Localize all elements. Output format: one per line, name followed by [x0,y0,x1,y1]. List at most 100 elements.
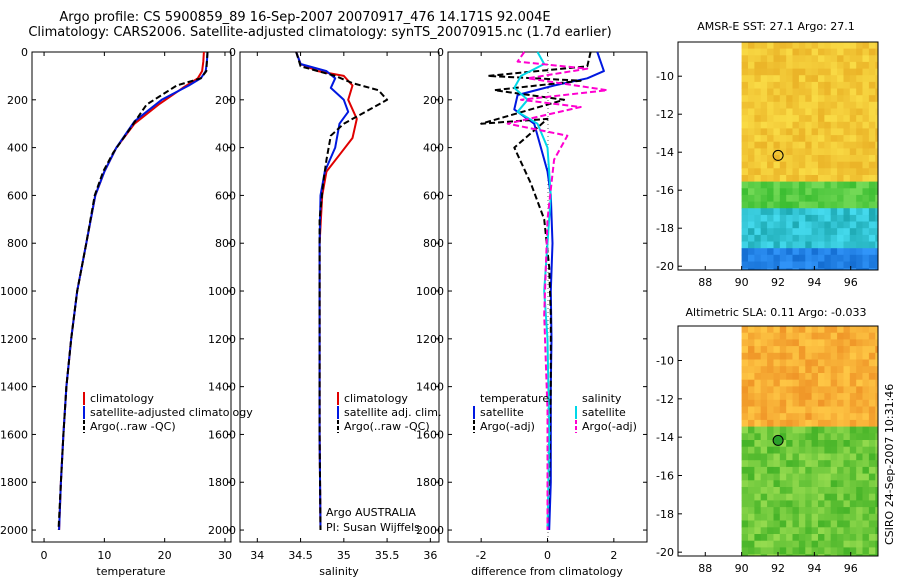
field-cell [754,326,762,334]
field-cell [760,433,768,441]
field-cell [767,161,774,169]
field-cell [843,42,851,50]
field-cell [773,115,781,123]
field-cell [875,373,879,381]
field-cell [748,121,755,129]
field-cell [786,234,794,243]
field-cell [760,42,768,50]
field-cell [760,108,768,116]
field-cell [843,95,851,103]
field-cell [818,507,825,515]
field-cell [748,254,755,262]
field-cell [767,527,774,535]
field-cell [754,214,762,223]
x-tick-label: 10 [97,549,111,562]
field-cell [754,95,762,103]
x-tick-label: 92 [771,562,785,575]
field-cell [818,433,825,441]
field-cell [741,155,749,163]
field-cell [856,188,864,196]
field-cell [830,168,838,176]
y-tick-label: 1200 [416,333,444,346]
field-cell [792,473,800,481]
field-cell [862,373,870,381]
field-cell [856,500,864,508]
field-cell [837,214,844,223]
y-tick-label: 400 [7,142,28,155]
field-cell [773,81,781,89]
field-cell [741,175,749,183]
field-cell [786,527,794,535]
field-cell [786,155,794,163]
field-cell [792,487,800,495]
field-cell [843,261,851,269]
field-cell [741,128,749,136]
field-cell [868,268,876,271]
field-cell [868,346,876,354]
series-line-salinity-argo-adj- [506,51,609,530]
field-cell [868,326,876,334]
field-cell [811,513,819,521]
field-cell [773,95,781,103]
field-cell [824,453,832,461]
field-cell [767,487,774,495]
field-cell [830,161,838,169]
field-cell [843,426,851,434]
field-cell [792,88,800,96]
field-cell [830,48,838,56]
field-cell [754,453,762,461]
field-cell [754,115,762,123]
field-cell [786,68,794,76]
field-cell [805,527,813,535]
field-cell [856,386,864,394]
field-cell [786,241,794,249]
field-cell [779,101,787,109]
field-cell [856,254,864,262]
field-cell [818,466,825,475]
field-cell [811,339,819,347]
difference-x-axis: -2 0 2 [476,52,617,562]
y-tick-label: 1200 [0,333,28,346]
field-cell [811,547,819,555]
field-cell [830,373,838,381]
field-cell [779,75,787,83]
field-cell [818,148,825,156]
field-cell [805,480,813,488]
field-cell [856,453,864,461]
field-cell [837,332,844,340]
field-cell [843,554,851,557]
field-cell [805,241,813,249]
field-cell [824,268,832,271]
field-cell [830,175,838,183]
field-cell [741,234,749,243]
field-cell [824,241,832,249]
field-cell [798,234,806,243]
field-cell [811,161,819,169]
field-cell [786,168,794,176]
field-cell [805,42,813,50]
field-cell [773,547,781,555]
field-cell [830,500,838,508]
field-cell [773,175,781,183]
y-tick-label: 1400 [416,381,444,394]
y-tick-label: -20 [656,260,674,273]
field-cell [786,534,794,542]
field-cell [779,88,787,96]
field-cell [837,493,844,501]
field-cell [760,48,768,56]
field-cell [862,554,870,557]
field-cell [862,201,870,209]
field-cell [862,399,870,407]
x-tick-label: 96 [844,276,858,289]
field-cell [767,419,774,428]
field-cell [868,168,876,176]
field-cell [760,352,768,360]
field-cell [856,88,864,96]
field-cell [856,487,864,495]
field-cell [792,339,800,347]
field-cell [741,95,749,103]
field-cell [779,141,787,149]
field-cell [824,101,832,109]
field-cell [849,241,857,249]
